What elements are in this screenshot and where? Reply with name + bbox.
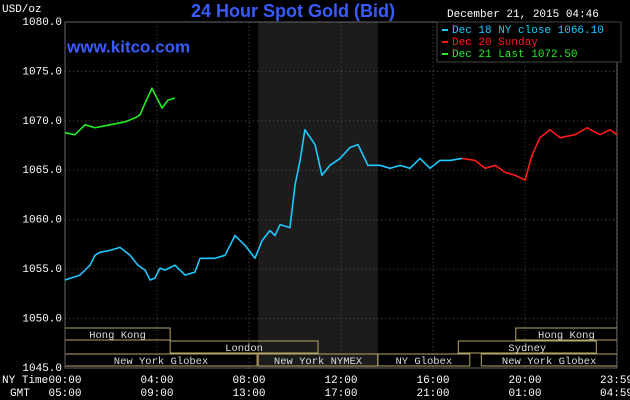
session-label: Sydney [508, 343, 546, 355]
x-tick-label-gmt: 04:59 [600, 388, 630, 400]
x-axis-label: GMT [10, 388, 30, 400]
legend-label: Dec 18 NY close 1066.10 [452, 25, 604, 37]
series-line [64, 128, 463, 281]
session-label: NY Globex [395, 356, 452, 368]
session-label: Hong Kong [538, 330, 595, 342]
x-tick-label: 16:00 [416, 375, 449, 387]
y-tick-label: 1060.0 [22, 215, 62, 227]
y-tick-label: 1045.0 [22, 363, 62, 375]
x-tick-label: 12:00 [324, 375, 357, 387]
shaded-region [258, 22, 378, 368]
series-line [64, 87, 176, 136]
y-tick-label: 1065.0 [22, 165, 62, 177]
x-tick-label: 23:59 [600, 375, 630, 387]
session-box [377, 353, 471, 367]
series-line [461, 126, 618, 181]
legend-box [436, 21, 622, 63]
x-tick-label-gmt: 01:00 [508, 388, 541, 400]
y-tick-label: 1050.0 [22, 313, 62, 325]
session-label: New York Globex [114, 356, 209, 368]
plot-frame [64, 21, 618, 369]
x-tick-label-gmt: 05:00 [48, 388, 81, 400]
x-axis-label: NY Time [2, 375, 48, 387]
x-tick-label: 00:00 [48, 375, 81, 387]
x-tick-label: 08:00 [232, 375, 265, 387]
y-tick-label: 1055.0 [22, 264, 62, 276]
x-tick-label-gmt: 09:00 [140, 388, 173, 400]
x-tick-label-gmt: 13:00 [232, 388, 265, 400]
session-label: New York NYMEX [274, 356, 363, 368]
session-label: Hong Kong [89, 330, 146, 342]
session-label: London [225, 343, 263, 355]
x-tick-label: 20:00 [508, 375, 541, 387]
y-tick-label: 1070.0 [22, 116, 62, 128]
y-tick-label: 1075.0 [22, 66, 62, 78]
session-box [169, 340, 319, 354]
session-label: New York Globex [502, 356, 597, 368]
x-tick-label-gmt: 21:00 [416, 388, 449, 400]
chart-title: 24 Hour Spot Gold (Bid) [191, 1, 395, 21]
y-axis-label: USD/oz [2, 4, 42, 16]
y-tick-label: 1080.0 [22, 17, 62, 29]
x-tick-label: 04:00 [140, 375, 173, 387]
x-tick-label-gmt: 17:00 [324, 388, 357, 400]
timestamp: December 21, 2015 04:46 [447, 9, 599, 21]
legend-label: Dec 20 Sunday [452, 37, 538, 49]
legend-label: Dec 21 Last 1072.50 [452, 49, 577, 61]
site-label: www.kitco.com [66, 37, 190, 56]
session-box [457, 340, 597, 354]
